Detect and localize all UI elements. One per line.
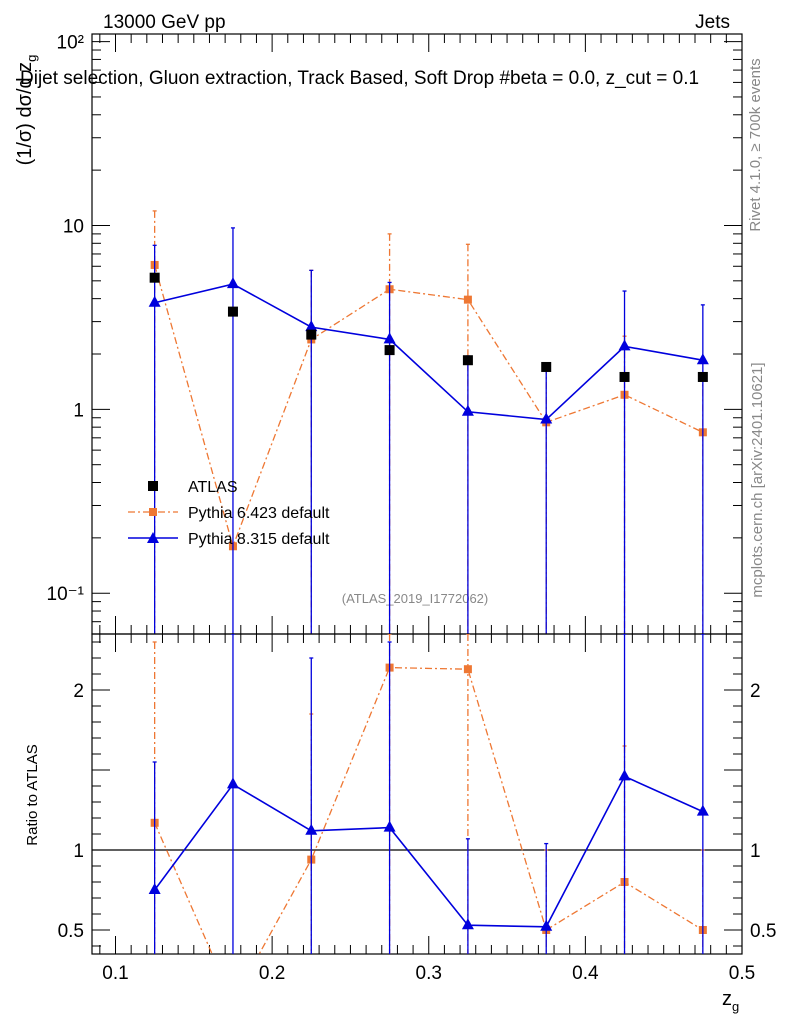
ratio-panel: 0.1 0.2 0.3 0.4 0.5 0.5 0.5 1 1 2 2 bbox=[58, 633, 776, 984]
side-rivet-label: Rivet 4.1.0, ≥ 700k events bbox=[747, 58, 764, 231]
side-mcplots-label: mcplots.cern.ch [arXiv:2401.10621] bbox=[749, 362, 766, 597]
ratio-y-tick-label: 1 bbox=[73, 841, 84, 862]
main-atlas-point bbox=[619, 371, 630, 382]
main-atlas-point bbox=[149, 272, 160, 283]
main-pythia8-point bbox=[461, 404, 474, 416]
x-tick-label: 0.4 bbox=[572, 963, 599, 984]
plot-title: Dijet selection, Gluon extraction, Track… bbox=[20, 68, 699, 89]
ratio-pythia8-line bbox=[154, 775, 704, 928]
main-pythia8-point bbox=[148, 295, 161, 307]
ratio-pythia6-point bbox=[463, 665, 472, 674]
ratio-y-tick-label: 0.5 bbox=[58, 921, 84, 942]
ratio-pythia8-point bbox=[148, 883, 161, 894]
ratio-y-tick-label-right: 2 bbox=[750, 681, 761, 702]
legend-pythia8-label: Pythia 8.315 default bbox=[188, 531, 330, 548]
ratio-y-tick-label-right: 1 bbox=[750, 841, 761, 862]
main-pythia6-series bbox=[150, 210, 707, 634]
main-pythia8-point bbox=[618, 339, 631, 351]
main-pythia8-line bbox=[154, 283, 703, 421]
x-tick-label: 0.5 bbox=[729, 963, 755, 984]
main-y-tick-label: 1 bbox=[73, 400, 84, 421]
main-y-tick-label: 10 bbox=[63, 216, 84, 237]
main-y-tick-label: 10⁻¹ bbox=[47, 584, 85, 605]
legend-atlas-label: ATLAS bbox=[188, 479, 238, 496]
x-tick-label: 0.2 bbox=[259, 963, 285, 984]
main-pythia8-point bbox=[540, 412, 553, 424]
main-pythia6-line bbox=[154, 264, 704, 549]
main-atlas-point bbox=[462, 355, 473, 366]
analysis-id-label: (ATLAS_2019_I1772062) bbox=[342, 591, 488, 606]
ratio-pythia8-point bbox=[461, 918, 474, 930]
legend-atlas-marker bbox=[148, 481, 158, 491]
ratio-y-axis-label: Ratio to ATLAS bbox=[24, 744, 41, 845]
legend-pythia6-marker bbox=[149, 508, 157, 516]
ratio-pythia6-line bbox=[154, 666, 704, 954]
main-y-axis-label: (1/σ) dσ/d zg bbox=[14, 55, 39, 166]
ratio-y-tick-label: 2 bbox=[73, 681, 84, 702]
ratio-frame bbox=[91, 633, 743, 955]
main-panel: 10⁻¹ 1 10 10² bbox=[47, 33, 743, 635]
main-atlas-point bbox=[697, 371, 708, 382]
main-atlas-point bbox=[541, 361, 552, 372]
main-atlas-series bbox=[149, 272, 708, 382]
legend-pythia6-label: Pythia 6.423 default bbox=[188, 505, 330, 522]
legend-pythia8-marker bbox=[147, 532, 159, 543]
header-energy-label: 13000 GeV pp bbox=[103, 12, 226, 33]
main-pythia8-series bbox=[148, 227, 709, 634]
main-pythia6-point bbox=[463, 295, 472, 304]
header-jets-label: Jets bbox=[695, 12, 730, 33]
ratio-pythia8-series bbox=[148, 634, 709, 954]
main-pythia8-point bbox=[383, 332, 396, 344]
legend: ATLAS Pythia 6.423 default Pythia 8.315 … bbox=[128, 479, 330, 548]
x-tick-label: 0.3 bbox=[416, 963, 442, 984]
main-atlas-point bbox=[306, 329, 317, 340]
main-pythia8-point bbox=[226, 277, 239, 289]
ratio-pythia8-point bbox=[618, 769, 631, 781]
ratio-pythia8-point bbox=[540, 919, 553, 931]
ratio-pythia8-point bbox=[305, 823, 318, 835]
x-tick-label: 0.1 bbox=[102, 963, 128, 984]
ratio-pythia8-point bbox=[696, 804, 709, 816]
main-pythia8-point bbox=[305, 320, 318, 332]
ratio-pythia8-point bbox=[383, 820, 396, 832]
ratio-y-tick-label-right: 0.5 bbox=[750, 921, 776, 942]
ratio-pythia8-point bbox=[226, 777, 239, 789]
x-axis-label: zg bbox=[722, 988, 739, 1014]
main-atlas-point bbox=[227, 306, 238, 317]
main-y-tick-label: 10² bbox=[57, 33, 84, 54]
main-atlas-point bbox=[384, 345, 395, 356]
main-pythia8-point bbox=[696, 353, 709, 365]
